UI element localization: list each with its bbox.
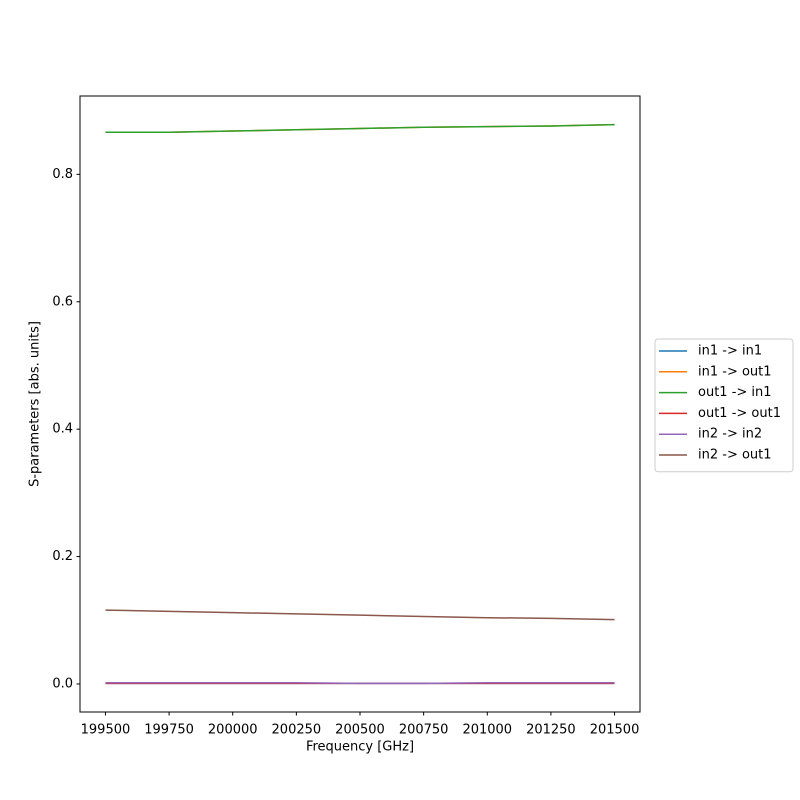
plot-frame bbox=[79, 95, 641, 713]
series-line bbox=[105, 609, 615, 621]
legend-label: in2 -> in2 bbox=[698, 427, 762, 442]
x-tick-label: 200750 bbox=[399, 723, 449, 738]
legend-label: out1 -> out1 bbox=[698, 406, 781, 421]
x-tick-label: 200250 bbox=[272, 723, 322, 738]
legend-label: in2 -> out1 bbox=[698, 448, 772, 463]
x-tick-label: 200500 bbox=[335, 723, 385, 738]
x-tick-label: 201250 bbox=[526, 723, 576, 738]
y-tick-label: 0.4 bbox=[52, 422, 73, 437]
x-tick-label: 201500 bbox=[590, 723, 640, 738]
y-axis-label: S-parameters [abs. units] bbox=[28, 321, 43, 487]
legend-label: in1 -> in1 bbox=[698, 344, 762, 359]
y-tick-label: 0.2 bbox=[52, 549, 73, 564]
y-tick-label: 0.0 bbox=[52, 676, 73, 691]
x-tick-label: 200000 bbox=[208, 723, 258, 738]
y-tick-label: 0.6 bbox=[52, 294, 73, 309]
series-line bbox=[105, 123, 615, 134]
legend-label: in1 -> out1 bbox=[698, 364, 772, 379]
legend-label: out1 -> in1 bbox=[698, 385, 772, 400]
x-tick-label: 199500 bbox=[81, 723, 131, 738]
y-tick-label: 0.8 bbox=[52, 167, 73, 182]
x-tick-label: 199750 bbox=[144, 723, 194, 738]
x-tick-label: 201000 bbox=[462, 723, 512, 738]
x-axis-label: Frequency [GHz] bbox=[306, 740, 414, 755]
series-line bbox=[105, 681, 615, 685]
legend-box bbox=[654, 338, 794, 473]
